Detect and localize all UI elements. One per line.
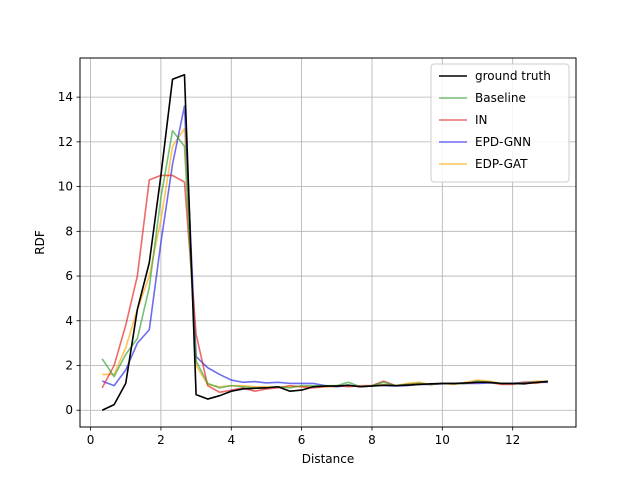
y-tick-label: 10 xyxy=(58,180,73,194)
y-tick-label: 4 xyxy=(65,314,73,328)
x-tick-label: 12 xyxy=(505,433,520,447)
grid-lines xyxy=(80,58,576,427)
x-tick-label: 8 xyxy=(368,433,376,447)
legend-label: IN xyxy=(475,113,488,127)
x-axis-label: Distance xyxy=(302,452,354,466)
y-tick-label: 8 xyxy=(65,224,73,238)
legend-label: Baseline xyxy=(475,91,526,105)
x-tick-label: 10 xyxy=(435,433,450,447)
x-tick-label: 6 xyxy=(298,433,306,447)
series-line-ground-truth xyxy=(101,73,548,411)
x-tick-label: 2 xyxy=(157,433,165,447)
x-tick-label: 0 xyxy=(87,433,95,447)
y-tick-label: 2 xyxy=(65,359,73,373)
legend-box xyxy=(430,63,570,183)
y-tick-label: 12 xyxy=(58,135,73,149)
series-lines xyxy=(101,73,549,411)
y-tick-label: 14 xyxy=(58,90,73,104)
y-axis-label: RDF xyxy=(33,230,47,255)
legend-label: EPD-GNN xyxy=(475,135,531,149)
legend-label: EDP-GAT xyxy=(475,157,528,171)
legend: ground truth Baseline IN EPD-GNN EDP-GAT xyxy=(430,63,570,183)
x-tick-label: 4 xyxy=(227,433,235,447)
y-tick-label: 6 xyxy=(65,269,73,283)
plot-frame xyxy=(79,57,577,428)
axis-ticks: 0 2 4 6 8 10 12 0 2 4 6 8 10 12 14 xyxy=(58,90,521,447)
legend-label: ground truth xyxy=(475,69,551,83)
y-tick-label: 0 xyxy=(65,403,73,417)
